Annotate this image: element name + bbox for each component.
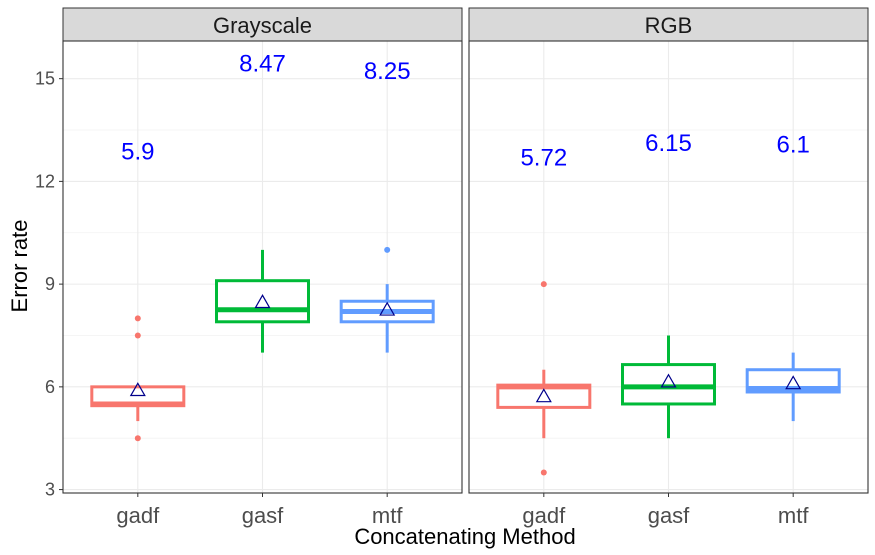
facet-strip-label: RGB: [645, 13, 693, 38]
outlier-point: [540, 469, 547, 476]
box-mtf: 6.1: [745, 132, 841, 422]
y-tick-label: 9: [45, 274, 55, 294]
x-axis: gadf gasf mtf gadf gasf mtf: [116, 493, 809, 528]
box-gadf: 5.72: [496, 145, 592, 476]
facet-strip: [62, 7, 463, 42]
box-gasf: 6.15: [621, 130, 716, 439]
mean-label: 5.9: [121, 139, 154, 166]
box-iqr: [215, 279, 310, 324]
x-tick-label: gadf: [116, 503, 160, 528]
x-tick-label: mtf: [372, 503, 403, 528]
outlier-point: [134, 435, 141, 442]
mean-marker: [379, 301, 396, 316]
mean-marker: [785, 375, 802, 390]
facet-strip: [468, 7, 869, 42]
y-axis: 3 6 9 12 15: [35, 69, 63, 500]
x-tick-label: mtf: [778, 503, 809, 528]
x-tick-label: gasf: [242, 503, 284, 528]
outlier-point: [134, 315, 141, 322]
outlier-point: [384, 246, 391, 253]
facet-panel-rgb: RGB 5.72 6.15 6.1: [468, 7, 869, 494]
facet-panels: Grayscale 5.9 8.47 8.25 RGB 5.72 6.15 6.1: [62, 7, 869, 494]
box-iqr: [621, 363, 716, 406]
y-tick-label: 12: [35, 171, 55, 191]
mean-label: 5.72: [520, 145, 567, 172]
mean-marker: [535, 388, 552, 403]
mean-marker: [254, 294, 271, 309]
box-mtf: 8.25: [339, 58, 435, 353]
y-tick-label: 15: [35, 69, 55, 89]
mean-marker: [129, 382, 146, 397]
x-axis-title: Concatenating Method: [354, 524, 575, 549]
mean-label: 6.1: [777, 132, 810, 159]
x-tick-label: gasf: [648, 503, 690, 528]
y-tick-label: 6: [45, 377, 55, 397]
y-tick-label: 3: [45, 480, 55, 500]
mean-label: 6.15: [645, 130, 692, 157]
outlier-point: [540, 281, 547, 288]
y-axis-title: Error rate: [7, 220, 32, 313]
mean-label: 8.25: [364, 58, 411, 85]
mean-marker: [660, 373, 677, 388]
facet-panel-grayscale: Grayscale 5.9 8.47 8.25: [62, 7, 463, 494]
x-tick-label: gadf: [522, 503, 566, 528]
box-gadf: 5.9: [90, 139, 186, 442]
outlier-point: [134, 332, 141, 339]
box-gasf: 8.47: [215, 51, 310, 353]
mean-label: 8.47: [239, 51, 286, 78]
facet-strip-label: Grayscale: [213, 13, 312, 38]
